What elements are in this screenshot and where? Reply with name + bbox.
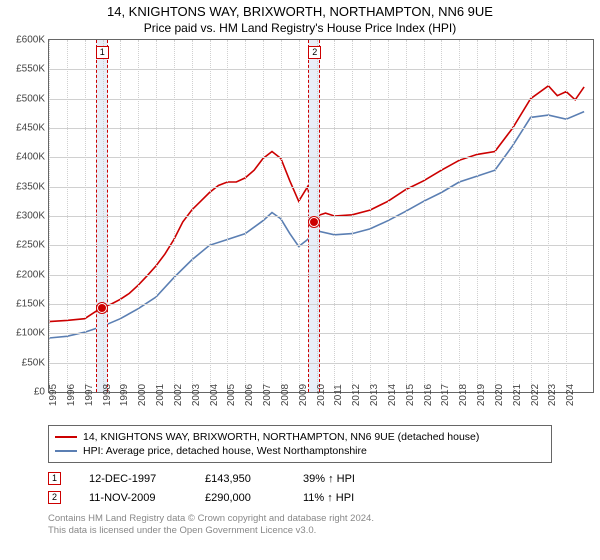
footer-line: Contains HM Land Registry data © Crown c… — [48, 513, 552, 525]
legend-row: 14, KNIGHTONS WAY, BRIXWORTH, NORTHAMPTO… — [55, 430, 545, 444]
x-axis-ticks: 1995199619971998199920002001200220032004… — [48, 393, 594, 421]
legend-label: HPI: Average price, detached house, West… — [83, 445, 367, 457]
y-tick-label: £200K — [5, 269, 45, 280]
event-hpi-delta: 11% ↑ HPI — [303, 492, 354, 504]
x-tick-label: 2024 — [565, 384, 600, 406]
event-price: £290,000 — [205, 492, 275, 504]
sale-event-row: 1 12-DEC-1997 £143,950 39% ↑ HPI — [48, 469, 552, 488]
y-tick-label: £50K — [5, 357, 45, 368]
event-price: £143,950 — [205, 473, 275, 485]
sale-events: 1 12-DEC-1997 £143,950 39% ↑ HPI 2 11-NO… — [48, 469, 552, 507]
plot-area: £0£50K£100K£150K£200K£250K£300K£350K£400… — [48, 39, 594, 393]
attribution-footer: Contains HM Land Registry data © Crown c… — [48, 513, 552, 537]
y-tick-label: £300K — [5, 211, 45, 222]
y-tick-label: £500K — [5, 93, 45, 104]
sale-marker-label: 2 — [308, 46, 321, 59]
y-tick-label: £600K — [5, 35, 45, 46]
y-tick-label: £400K — [5, 152, 45, 163]
y-tick-label: £250K — [5, 240, 45, 251]
sale-marker-dot — [97, 303, 107, 313]
chart-container: 14, KNIGHTONS WAY, BRIXWORTH, NORTHAMPTO… — [0, 0, 600, 560]
sale-marker-label: 1 — [96, 46, 109, 59]
event-date: 11-NOV-2009 — [89, 492, 177, 504]
legend-label: 14, KNIGHTONS WAY, BRIXWORTH, NORTHAMPTO… — [83, 431, 479, 443]
event-hpi-delta: 39% ↑ HPI — [303, 473, 355, 485]
sale-event-row: 2 11-NOV-2009 £290,000 11% ↑ HPI — [48, 488, 552, 507]
chart-title: 14, KNIGHTONS WAY, BRIXWORTH, NORTHAMPTO… — [0, 0, 600, 19]
y-tick-label: £150K — [5, 299, 45, 310]
y-tick-label: £450K — [5, 123, 45, 134]
legend-swatch — [55, 450, 77, 452]
footer-line: This data is licensed under the Open Gov… — [48, 525, 552, 537]
legend: 14, KNIGHTONS WAY, BRIXWORTH, NORTHAMPTO… — [48, 425, 552, 463]
y-tick-label: £550K — [5, 64, 45, 75]
y-tick-label: £350K — [5, 181, 45, 192]
event-marker-box: 2 — [48, 491, 61, 504]
y-tick-label: £0 — [5, 387, 45, 398]
sale-marker-dot — [309, 217, 319, 227]
event-date: 12-DEC-1997 — [89, 473, 177, 485]
y-tick-label: £100K — [5, 328, 45, 339]
legend-row: HPI: Average price, detached house, West… — [55, 444, 545, 458]
event-marker-box: 1 — [48, 472, 61, 485]
chart-subtitle: Price paid vs. HM Land Registry's House … — [0, 19, 600, 39]
legend-swatch — [55, 436, 77, 438]
